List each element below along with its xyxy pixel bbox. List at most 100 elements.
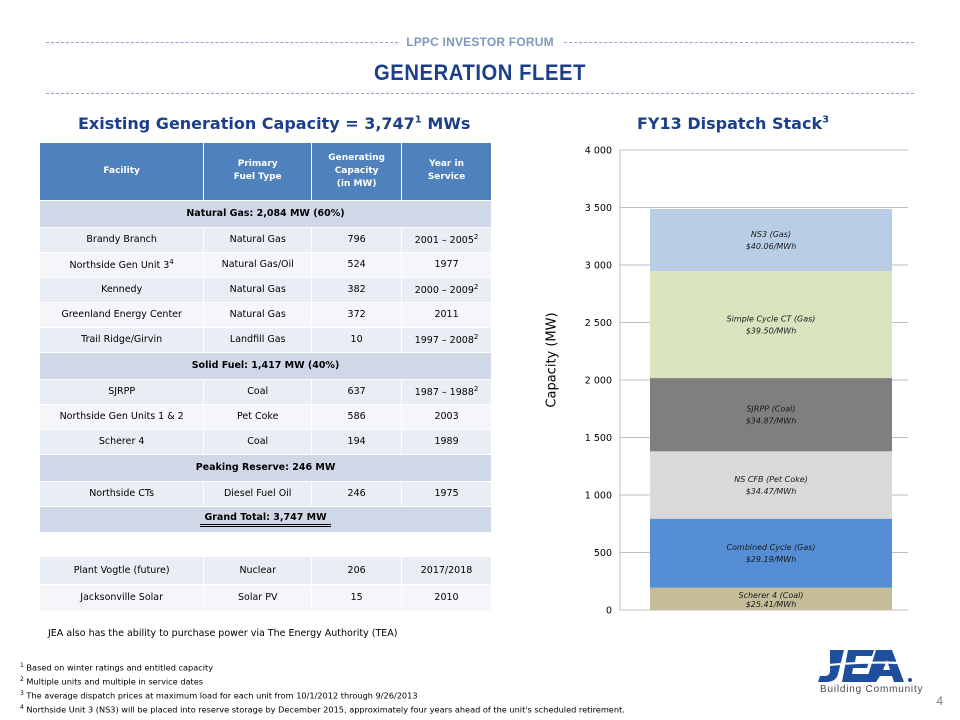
header-dash-right: [564, 42, 914, 43]
segment-label: SJRPP (Coal): [746, 405, 795, 414]
stack-segment: [650, 208, 892, 272]
grand-total-row: Grand Total: 3,747 MW: [40, 506, 492, 533]
table-row: Plant Vogtle (future) Nuclear 206 2017/2…: [40, 557, 492, 585]
group-row-solid-fuel: Solid Fuel: 1,417 MW (40%): [40, 352, 492, 380]
capacity-title: Existing Generation Capacity = 3,7471 MW…: [78, 114, 471, 133]
y-tick-label: 500: [594, 548, 612, 559]
segment-price-label: $29.19/MWh: [746, 555, 797, 564]
cell-facility: Trail Ridge/Girvin: [40, 327, 205, 353]
page-title: GENERATION FLEET: [373, 60, 586, 85]
segment-price-label: $34.47/MWh: [746, 487, 797, 496]
y-tick-label: 3 000: [585, 261, 612, 272]
table-row: Scherer 4 Coal 194 1989: [40, 429, 492, 455]
y-tick-label: 3 500: [585, 203, 612, 214]
cell-capacity: 586: [311, 404, 403, 430]
jea-logo-mark: [812, 650, 921, 682]
cell-capacity: 796: [311, 227, 403, 253]
table-row: Northside CTs Diesel Fuel Oil 246 1975: [40, 481, 492, 507]
cell-year: 2017/2018: [401, 557, 492, 585]
cell-facility: Brandy Branch: [40, 227, 205, 253]
table-row: Jacksonville Solar Solar PV 15 2010: [40, 584, 492, 612]
cell-facility: Kennedy: [40, 277, 205, 303]
cell-fuel: Landfill Gas: [203, 327, 313, 353]
page-number: 4: [936, 694, 943, 708]
col-header-facility: Facility: [40, 143, 205, 201]
segment-price-label: $40.06/MWh: [746, 242, 797, 251]
table-row: Northside Gen Units 1 & 2 Pet Coke 586 2…: [40, 404, 492, 430]
table-row: SJRPP Coal 637 1987 – 19882: [40, 379, 492, 405]
segment-label: NS CFB (Pet Coke): [734, 475, 808, 484]
cell-capacity: 246: [311, 481, 403, 507]
footnote: 2 Multiple units and multiple in service…: [20, 676, 204, 687]
stack-segment: [650, 451, 892, 519]
cell-year: 2010: [401, 584, 492, 612]
footnote: 4 Northside Unit 3 (NS3) will be placed …: [20, 704, 625, 715]
segment-label: Simple Cycle CT (Gas): [727, 315, 816, 324]
logo-tagline: Building Community: [820, 684, 924, 695]
footnote: 3 The average dispatch prices at maximum…: [20, 690, 418, 701]
cell-facility: SJRPP: [40, 379, 205, 405]
cell-capacity: 10: [311, 327, 403, 353]
col-header-fuel: Primary Fuel Type: [203, 143, 313, 201]
segment-price-label: $25.41/MWh: [746, 600, 797, 609]
cell-fuel: Solar PV: [203, 584, 313, 612]
cell-year: 1997 – 20082: [401, 327, 492, 353]
grand-total-label: Grand Total: 3,747 MW: [200, 512, 331, 527]
segment-price-label: $39.50/MWh: [746, 327, 797, 336]
col-header-year: Year in Service: [401, 143, 492, 201]
cell-year: 2000 – 20092: [401, 277, 492, 303]
cell-year: 2003: [401, 404, 492, 430]
table-row: Northside Gen Unit 34 Natural Gas/Oil 52…: [40, 252, 492, 278]
cell-year: 1977: [401, 252, 492, 278]
segment-label: Combined Cycle (Gas): [726, 543, 815, 552]
y-axis-label: Capacity (MW): [545, 312, 560, 407]
dispatch-stack-chart: 0 500 1 000 1 500 2 000 2 500 3 000 3 500 4 000 S…: [585, 146, 908, 617]
cell-fuel: Coal: [203, 379, 313, 405]
cell-year: 2001 – 20052: [401, 227, 492, 253]
table-row: Brandy Branch Natural Gas 796 2001 – 200…: [40, 227, 492, 253]
cell-capacity: 637: [311, 379, 403, 405]
stack-segment: [650, 271, 892, 379]
dispatch-stack-title: FY13 Dispatch Stack3: [637, 114, 830, 133]
y-tick-label: 2 000: [585, 376, 612, 387]
cell-facility: Jacksonville Solar: [40, 584, 205, 612]
cell-year: 1975: [401, 481, 492, 507]
footnote: 1 Based on winter ratings and entitled c…: [20, 662, 214, 673]
y-tick-label: 4 000: [585, 146, 612, 157]
col-header-capacity: Generating Capacity (in MW): [311, 143, 403, 201]
cell-facility: Northside Gen Unit 34: [40, 252, 205, 278]
cell-fuel: Natural Gas: [203, 277, 313, 303]
stack-segment: [650, 378, 892, 452]
header-rule-bottom: [46, 93, 914, 94]
generation-table: Facility Primary Fuel Type Generating Capa…: [40, 143, 492, 533]
cell-capacity: 15: [311, 584, 403, 612]
cell-facility: Northside CTs: [40, 481, 205, 507]
group-row-natural-gas: Natural Gas: 2,084 MW (60%): [40, 200, 492, 228]
cell-capacity: 206: [311, 557, 403, 585]
y-tick-label: 1 000: [585, 491, 612, 502]
jea-logo: [812, 650, 921, 682]
stack-segment: [650, 518, 892, 588]
cell-facility: Greenland Energy Center: [40, 302, 205, 328]
cell-capacity: 382: [311, 277, 403, 303]
tea-note: JEA also has the ability to purchase pow…: [48, 628, 398, 639]
cell-fuel: Natural Gas: [203, 227, 313, 253]
cell-year: 1987 – 19882: [401, 379, 492, 405]
cell-capacity: 194: [311, 429, 403, 455]
cell-fuel: Nuclear: [203, 557, 313, 585]
cell-year: 1989: [401, 429, 492, 455]
table-row: Trail Ridge/Girvin Landfill Gas 10 1997 …: [40, 327, 492, 353]
header-rule-top: [46, 34, 914, 50]
table-row: Greenland Energy Center Natural Gas 372 …: [40, 302, 492, 328]
cell-facility: Scherer 4: [40, 429, 205, 455]
cell-facility: Northside Gen Units 1 & 2: [40, 404, 205, 430]
y-tick-label: 0: [606, 606, 612, 617]
cell-capacity: 524: [311, 252, 403, 278]
cell-facility: Plant Vogtle (future): [40, 557, 205, 585]
y-tick-label: 2 500: [585, 318, 612, 329]
cell-fuel: Natural Gas: [203, 302, 313, 328]
cell-fuel: Diesel Fuel Oil: [203, 481, 313, 507]
stack-segment: [650, 587, 892, 610]
table-row: Kennedy Natural Gas 382 2000 – 20092: [40, 277, 492, 303]
cell-fuel: Coal: [203, 429, 313, 455]
